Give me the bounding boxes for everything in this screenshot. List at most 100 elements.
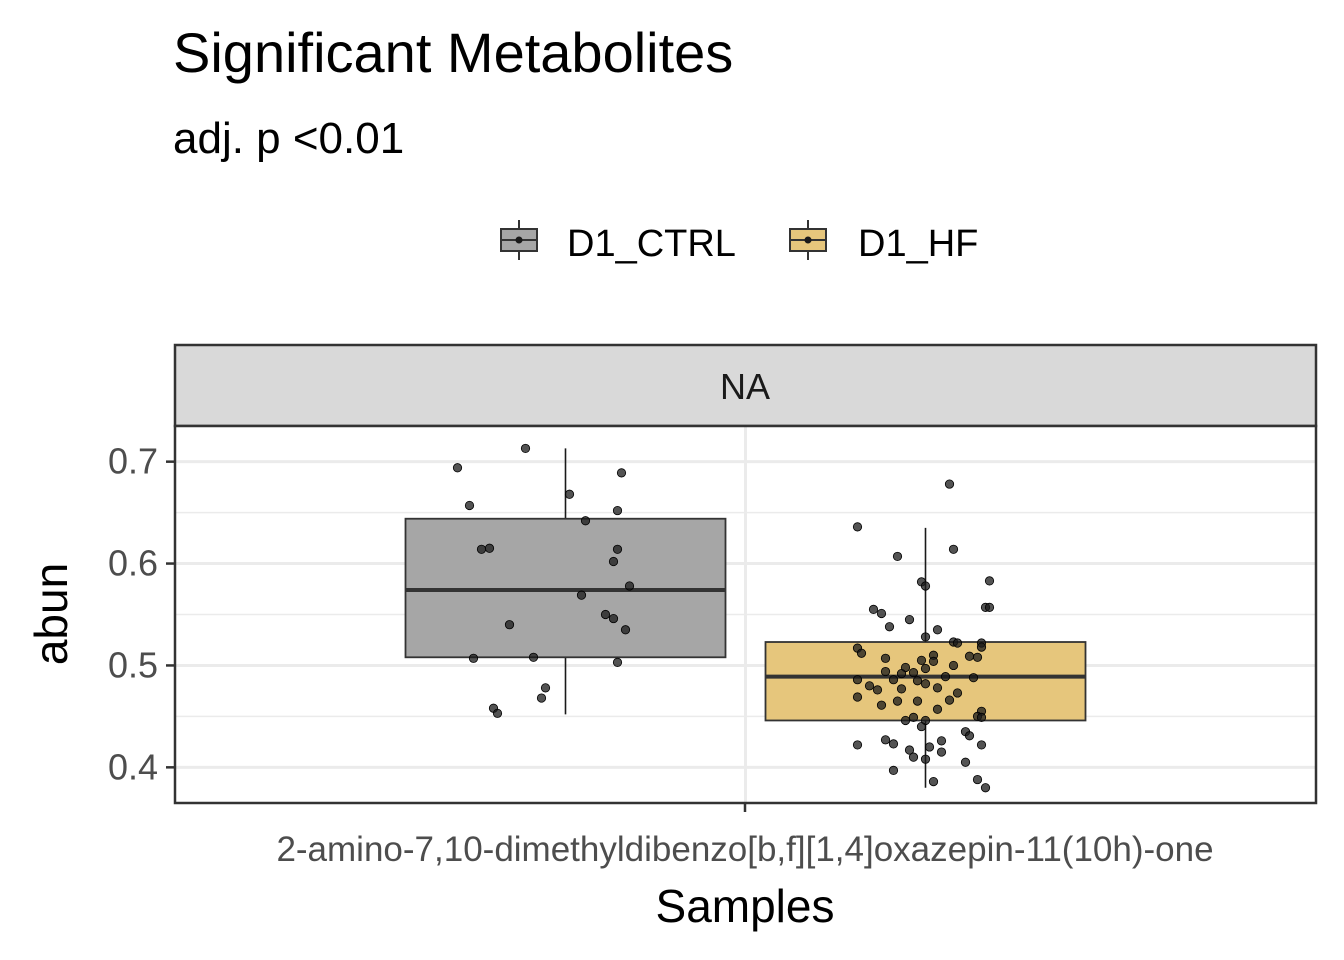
point-d1-hf (908, 667, 919, 678)
point-d1-hf (852, 522, 863, 532)
chart-title: Significant Metabolites (173, 21, 733, 84)
point-d1-hf (940, 672, 951, 682)
point-d1-hf (936, 747, 947, 757)
point-d1-ctrl (468, 653, 479, 663)
point-d1-ctrl (612, 505, 623, 516)
point-d1-hf (948, 660, 959, 671)
point-d1-hf (932, 625, 943, 635)
point-d1-ctrl (540, 683, 551, 693)
point-d1-hf (960, 757, 971, 767)
y-tick-label: 0.6 (108, 543, 158, 584)
point-d1-hf (932, 704, 943, 714)
point-d1-hf (964, 731, 975, 741)
point-d1-hf (852, 692, 863, 702)
box-layer (404, 448, 1087, 788)
point-d1-ctrl (536, 693, 547, 703)
point-d1-hf (944, 695, 955, 705)
point-d1-hf (900, 715, 911, 726)
point-d1-ctrl (492, 708, 503, 718)
chart-subtitle: adj. p <0.01 (173, 114, 404, 163)
x-axis-title: Samples (656, 880, 835, 932)
point-d1-ctrl (576, 590, 587, 600)
point-d1-hf (896, 668, 907, 679)
point-d1-hf (852, 675, 863, 685)
point-d1-hf (976, 712, 987, 723)
point-d1-hf (912, 676, 923, 686)
point-d1-ctrl (504, 620, 515, 630)
legend-label-d1-hf: D1_HF (858, 223, 978, 265)
point-d1-hf (980, 783, 991, 793)
y-tick-label: 0.4 (108, 746, 158, 787)
grid-lines (175, 426, 1316, 803)
y-axis-title: abun (25, 563, 77, 665)
point-d1-ctrl (616, 468, 627, 478)
point-d1-hf (872, 685, 883, 695)
point-d1-hf (876, 608, 887, 619)
legend-key-d1-hf (789, 220, 827, 260)
facet-label: NA (720, 366, 770, 407)
y-tick-label: 0.7 (108, 441, 158, 482)
point-d1-hf (880, 735, 891, 745)
point-d1-hf (904, 614, 915, 625)
point-d1-hf (880, 653, 891, 663)
point-d1-ctrl (620, 625, 631, 635)
point-d1-hf (856, 648, 867, 658)
point-d1-hf (916, 655, 927, 665)
x-tick-label: 2-amino-7,10-dimethyldibenzo[b,f][1,4]ox… (276, 830, 1213, 869)
point-d1-hf (924, 742, 935, 752)
point-d1-hf (920, 632, 931, 642)
point-d1-ctrl (564, 489, 575, 499)
point-d1-hf (968, 673, 979, 683)
point-d1-hf (928, 777, 939, 787)
point-d1-hf (904, 745, 915, 755)
point-d1-hf (932, 683, 943, 693)
point-d1-hf (888, 739, 899, 749)
point-d1-ctrl (520, 443, 531, 454)
point-d1-hf (976, 642, 987, 652)
point-d1-ctrl (528, 652, 539, 662)
point-d1-hf (880, 666, 891, 677)
y-tick-label: 0.5 (108, 644, 158, 685)
facet-strip (173, 343, 1318, 428)
point-d1-hf (908, 712, 919, 723)
box-d1-ctrl (404, 517, 727, 659)
y-axis: 0.4 0.5 0.6 0.7 (108, 441, 175, 787)
box-d1-hf (764, 641, 1087, 722)
point-d1-hf (920, 754, 931, 764)
point-d1-hf (928, 656, 939, 666)
point-d1-hf (964, 651, 975, 661)
point-d1-hf (892, 696, 903, 706)
legend-key-d1-ctrl (500, 220, 538, 260)
points-layer (452, 443, 995, 793)
point-d1-hf (972, 652, 983, 662)
point-d1-ctrl (624, 581, 635, 591)
point-d1-hf (984, 602, 995, 612)
point-d1-ctrl (580, 516, 591, 526)
point-d1-ctrl (600, 609, 611, 620)
point-d1-hf (936, 736, 947, 746)
point-d1-hf (884, 622, 895, 632)
point-d1-hf (948, 544, 959, 554)
point-d1-hf (864, 681, 875, 691)
point-d1-ctrl (484, 543, 495, 553)
point-d1-hf (984, 576, 995, 586)
point-d1-hf (920, 679, 931, 689)
point-d1-ctrl (608, 613, 619, 624)
point-d1-hf (888, 765, 899, 775)
point-d1-hf (920, 581, 931, 591)
point-d1-ctrl (452, 463, 463, 473)
point-d1-hf (976, 740, 987, 750)
point-d1-hf (868, 604, 879, 615)
point-d1-hf (892, 551, 903, 562)
point-d1-hf (876, 700, 887, 710)
point-d1-ctrl (612, 544, 623, 554)
point-d1-hf (888, 675, 899, 685)
point-d1-ctrl (464, 500, 475, 511)
point-d1-hf (912, 696, 923, 706)
point-d1-ctrl (608, 556, 619, 567)
point-d1-hf (916, 721, 927, 732)
legend-label-d1-ctrl: D1_CTRL (567, 223, 736, 265)
point-d1-hf (852, 740, 863, 750)
point-d1-hf (952, 688, 963, 698)
